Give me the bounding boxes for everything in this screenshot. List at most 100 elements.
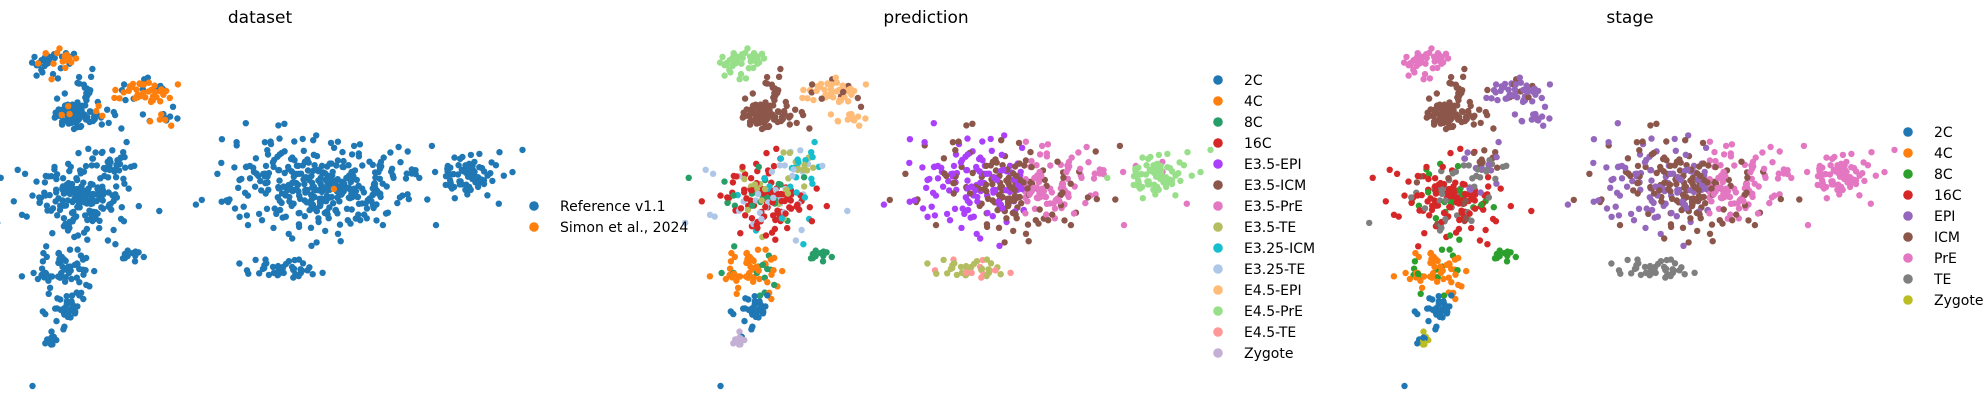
cell-point	[1700, 193, 1707, 201]
legend-label: ICM	[1934, 230, 1960, 246]
cell-point	[43, 243, 50, 250]
legend-label: E3.25-ICM	[1244, 241, 1315, 257]
cell-point	[279, 214, 286, 221]
cell-point	[1512, 81, 1520, 88]
cell-point	[1464, 149, 1471, 156]
cell-point	[949, 264, 956, 272]
cell-point	[1022, 210, 1029, 217]
cell-point	[489, 177, 496, 185]
cell-point	[468, 173, 476, 181]
cell-point	[929, 189, 937, 196]
cell-point	[242, 120, 249, 127]
cell-point	[315, 215, 322, 222]
cell-point	[1474, 166, 1481, 173]
cell-point	[1418, 284, 1426, 291]
cell-point	[977, 179, 985, 186]
cell-point	[1803, 168, 1811, 176]
cell-point	[1452, 168, 1460, 175]
cell-point	[275, 166, 283, 174]
cell-point	[1725, 193, 1732, 200]
cell-point	[972, 187, 979, 194]
cell-point	[1727, 200, 1735, 207]
cell-point	[1092, 148, 1099, 155]
cell-point	[295, 188, 302, 195]
cell-point	[83, 225, 91, 233]
cell-point	[270, 224, 277, 232]
legend-label: 8C	[1244, 115, 1263, 131]
cell-point	[731, 202, 739, 209]
cell-point	[1690, 195, 1697, 202]
cell-point	[1495, 138, 1502, 146]
cell-point	[169, 103, 177, 111]
legend-marker	[1213, 264, 1223, 274]
cell-point	[34, 60, 42, 67]
cell-point	[66, 190, 74, 198]
legend-label: Reference v1.1	[560, 199, 666, 215]
cell-point	[924, 213, 931, 220]
cell-point	[1694, 227, 1701, 235]
cell-point	[1478, 201, 1485, 208]
cell-point	[348, 206, 355, 213]
cell-point	[758, 125, 766, 133]
cell-point	[747, 175, 755, 182]
cell-point	[1614, 120, 1622, 127]
cell-point	[1458, 207, 1465, 214]
cell-point	[1627, 210, 1635, 218]
cell-point	[261, 139, 269, 146]
cell-point	[765, 123, 772, 131]
cell-point	[1492, 175, 1499, 182]
cell-point	[1035, 178, 1042, 185]
cell-point	[1676, 167, 1684, 174]
cell-point	[83, 281, 90, 289]
cell-point	[1466, 210, 1473, 217]
cell-point	[957, 159, 965, 166]
cell-point	[1634, 162, 1642, 170]
cell-point	[322, 227, 329, 235]
cell-point	[112, 241, 119, 248]
cell-point	[744, 45, 751, 52]
cell-point	[1408, 194, 1415, 201]
cell-point	[484, 172, 491, 179]
cell-point	[464, 191, 471, 198]
cell-point	[1093, 195, 1101, 203]
cell-point	[39, 308, 46, 315]
cell-point	[747, 306, 754, 314]
cell-point	[1449, 123, 1456, 131]
legend-label: E3.25-TE	[1244, 262, 1305, 278]
cell-point	[281, 120, 288, 128]
cell-point	[262, 190, 269, 197]
cell-point	[1717, 184, 1725, 191]
legend-marker	[1903, 274, 1913, 284]
cell-point	[58, 111, 65, 119]
cell-point	[238, 175, 245, 183]
cell-point	[49, 70, 57, 78]
cell-point	[1622, 164, 1629, 171]
cell-point	[801, 194, 809, 201]
cell-point	[1648, 197, 1656, 205]
cell-point	[1710, 191, 1717, 198]
cell-point	[886, 196, 893, 204]
cell-point	[174, 115, 181, 122]
cell-point	[1634, 190, 1641, 197]
cell-point	[77, 123, 84, 131]
cell-point	[1047, 162, 1054, 169]
cell-point	[1494, 96, 1501, 104]
cell-point	[919, 205, 927, 212]
cell-point	[1636, 147, 1643, 154]
cell-point	[775, 108, 782, 116]
cell-point	[973, 230, 980, 238]
cell-point	[801, 161, 808, 169]
cell-point	[1477, 119, 1484, 127]
cell-point	[84, 216, 91, 224]
cell-point	[764, 265, 771, 273]
cell-point	[360, 189, 368, 196]
cell-point	[1369, 174, 1376, 181]
cell-point	[996, 242, 1003, 249]
cell-point	[1134, 182, 1142, 190]
cell-point	[773, 145, 780, 152]
cell-point	[139, 111, 147, 118]
cell-point	[1467, 186, 1474, 193]
cell-point	[301, 213, 308, 220]
cell-point	[340, 163, 347, 171]
cell-point	[752, 313, 759, 321]
